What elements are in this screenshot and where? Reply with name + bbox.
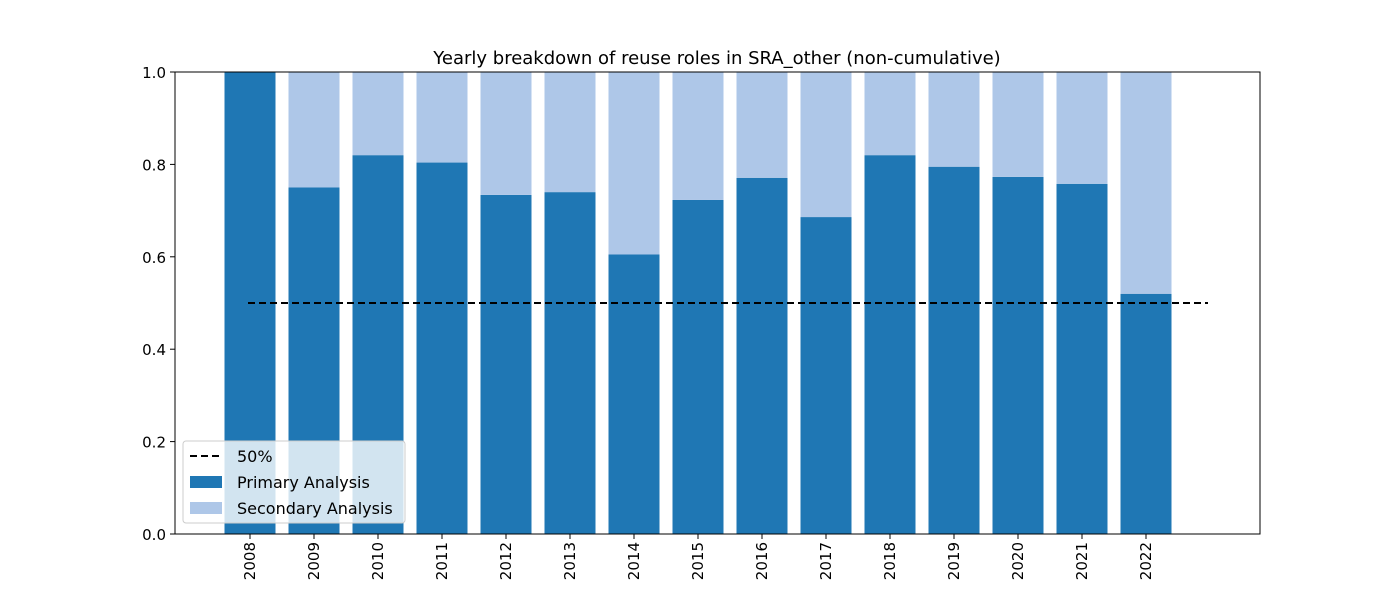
bar-secondary-2016	[736, 72, 788, 178]
y-tick-label-0.0: 0.0	[142, 526, 166, 544]
axes-layer: 0.0 0.2 0.4 0.6 0.8 1.0 2008 2009 2010 2011 2012 20…	[142, 64, 1261, 580]
bar-primary-2018	[864, 155, 916, 534]
plot-frame	[174, 71, 1261, 535]
bar-secondary-2012	[480, 72, 532, 195]
x-tick-label-2012: 2012	[497, 542, 515, 580]
bar-primary-2017	[800, 217, 852, 534]
y-tick-label-1.0: 1.0	[142, 64, 166, 82]
x-tick-label-2019: 2019	[945, 542, 963, 580]
bars-layer	[224, 72, 1172, 535]
bar-primary-2015	[672, 199, 724, 534]
bar-primary-2011	[416, 162, 468, 534]
bar-secondary-2021	[1056, 72, 1108, 184]
x-tick-label-2010: 2010	[369, 542, 387, 580]
bar-primary-2020	[992, 176, 1044, 534]
bar-primary-2012	[480, 194, 532, 534]
x-tick-label-2014: 2014	[625, 542, 643, 580]
y-tick-label-0.6: 0.6	[142, 249, 166, 267]
legend: 50% Primary Analysis Secondary Analysis	[182, 440, 406, 524]
y-tick-label-0.2: 0.2	[142, 434, 166, 452]
y-tick-label-0.8: 0.8	[142, 156, 166, 174]
x-tick-label-2015: 2015	[689, 542, 707, 580]
x-tick-label-2018: 2018	[881, 542, 899, 580]
x-tick-label-2013: 2013	[561, 542, 579, 580]
x-tick-label-2016: 2016	[753, 542, 771, 580]
legend-swatch-secondary	[190, 502, 222, 514]
bar-primary-2013	[544, 192, 596, 534]
legend-box	[182, 440, 406, 524]
bar-primary-2014	[608, 254, 660, 535]
bar-secondary-2017	[800, 72, 852, 218]
bar-primary-2019	[928, 166, 980, 534]
bar-primary-2022	[1120, 293, 1172, 534]
x-tick-label-2020: 2020	[1009, 542, 1027, 580]
bar-secondary-2009	[288, 72, 340, 188]
bar-secondary-2010	[352, 72, 404, 156]
chart-title: Yearly breakdown of reuse roles in SRA_o…	[432, 48, 1000, 69]
bar-secondary-2013	[544, 72, 596, 193]
x-tick-label-2021: 2021	[1073, 542, 1091, 580]
legend-label-0: 50%	[237, 447, 273, 466]
x-tick-label-2008: 2008	[241, 542, 259, 580]
legend-swatch-primary	[190, 476, 222, 488]
bar-secondary-2018	[864, 72, 916, 156]
bar-primary-2021	[1056, 183, 1108, 534]
bar-primary-2016	[736, 177, 788, 534]
legend-label-2: Secondary Analysis	[237, 499, 393, 518]
bar-secondary-2015	[672, 72, 724, 200]
bar-secondary-2020	[992, 72, 1044, 177]
x-tick-label-2017: 2017	[817, 542, 835, 580]
bar-secondary-2014	[608, 72, 660, 255]
x-tick-label-2011: 2011	[433, 542, 451, 580]
bar-secondary-2022	[1120, 72, 1172, 294]
legend-label-1: Primary Analysis	[237, 473, 370, 492]
x-tick-label-2022: 2022	[1137, 542, 1155, 580]
bar-secondary-2019	[928, 72, 980, 167]
bar-secondary-2011	[416, 72, 468, 163]
x-tick-label-2009: 2009	[305, 542, 323, 580]
y-tick-label-0.4: 0.4	[142, 341, 166, 359]
